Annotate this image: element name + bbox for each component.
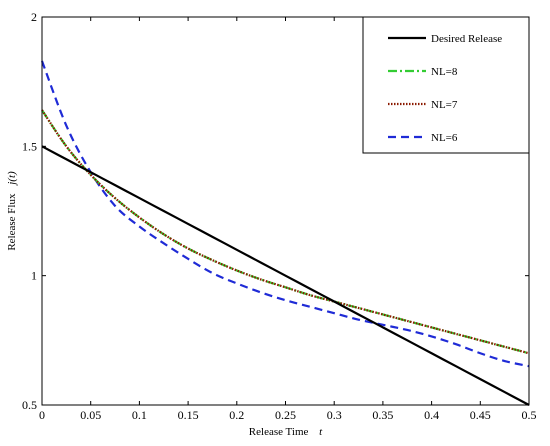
series-line-nl-6	[40, 60, 530, 368]
x-tick-label: 0.2	[229, 408, 244, 422]
chart-curves	[40, 60, 530, 406]
y-axis-label: Release Flux j(t)	[6, 171, 18, 251]
series-line-nl-7	[41, 109, 530, 355]
x-tick-label: 0	[39, 408, 45, 422]
y-tick-label: 1.5	[22, 139, 37, 153]
series-line-desired-release	[41, 145, 530, 406]
x-tick-label: 0.5	[522, 408, 537, 422]
x-tick-label: 0.45	[470, 408, 491, 422]
legend-box	[362, 16, 530, 154]
x-tick-label: 0.4	[424, 408, 439, 422]
x-axis-label: Release Time t	[249, 426, 323, 438]
y-tick-label: 2	[31, 10, 37, 24]
x-axis-label-text: Release Time	[249, 426, 309, 438]
legend: Desired Release NL=8 NL=7 NL=6	[362, 16, 530, 154]
x-tick-label: 0.35	[372, 408, 393, 422]
y-tick-label: 0.5	[22, 398, 37, 412]
legend-label: NL=7	[431, 99, 458, 111]
legend-items: Desired Release NL=8 NL=7 NL=6	[388, 33, 502, 144]
x-axis-label-symbol: t	[319, 426, 323, 438]
y-tick-label: 1	[31, 269, 37, 283]
x-tick-label: 0.05	[80, 408, 101, 422]
x-tick-label: 0.3	[327, 408, 342, 422]
legend-label: NL=6	[431, 132, 458, 144]
x-tick-label: 0.25	[275, 408, 296, 422]
x-tick-label: 0.1	[132, 408, 147, 422]
y-axis-label-text: Release Flux	[6, 193, 18, 251]
legend-label: Desired Release	[431, 33, 502, 45]
axis-ticks: 0 0.05 0.1 0.15 0.2 0.25 0.3 0.35 0.4 0.45 0.5 0.5 1…	[22, 10, 537, 422]
x-tick-label: 0.15	[178, 408, 199, 422]
legend-label: NL=8	[431, 66, 458, 78]
y-axis-label-symbol: j(t)	[6, 171, 18, 187]
